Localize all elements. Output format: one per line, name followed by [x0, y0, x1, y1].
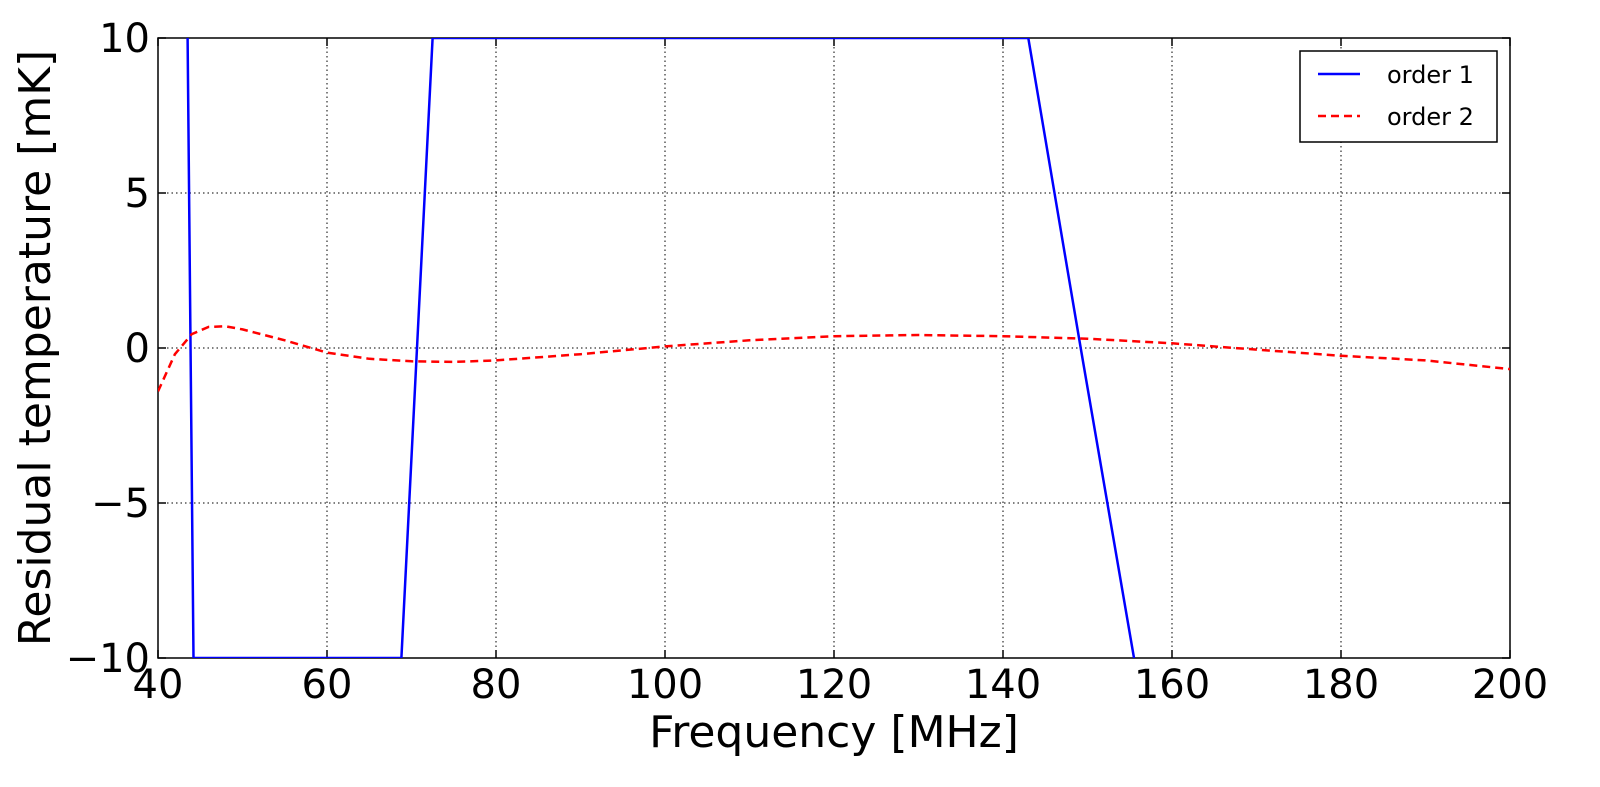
x-tick-label: 40 — [133, 662, 184, 708]
series — [158, 38, 1510, 658]
legend-box — [1299, 50, 1498, 143]
x-tick-label: 180 — [1303, 662, 1379, 708]
x-tick-label: 200 — [1472, 662, 1548, 708]
series-line-order-1 — [186, 38, 1136, 658]
y-tick-label: 5 — [125, 171, 150, 217]
x-tick-label: 160 — [1134, 662, 1210, 708]
x-tick-label: 100 — [627, 662, 703, 708]
y-tick-label: −10 — [66, 636, 150, 682]
legend-label: order 2 — [1387, 103, 1474, 131]
series-line-order-2 — [158, 325, 1510, 392]
x-tick-label: 140 — [965, 662, 1041, 708]
y-tick-label: 0 — [125, 326, 150, 372]
y-tick-label: 10 — [99, 16, 150, 62]
y-axis-label: Residual temperature [mK] — [10, 50, 61, 646]
x-tick-label: 80 — [471, 662, 522, 708]
x-tick-label: 120 — [796, 662, 872, 708]
ticks: 40 60 80 100 120 140 160 180 200 10 5 0 −5 −10 — [66, 16, 1549, 708]
legend: order 1 order 2 — [1299, 50, 1498, 143]
y-tick-label: −5 — [91, 481, 150, 527]
x-tick-label: 60 — [302, 662, 353, 708]
legend-label: order 1 — [1387, 61, 1474, 89]
x-axis-label: Frequency [MHz] — [649, 707, 1019, 758]
